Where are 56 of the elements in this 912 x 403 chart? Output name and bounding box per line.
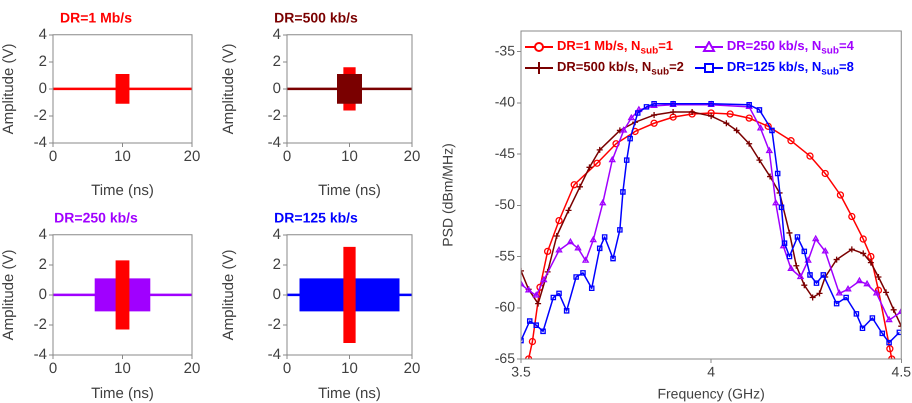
- y-axis-title: PSD (dBm/MHz): [439, 143, 456, 247]
- y-tick-label: 0: [38, 80, 47, 98]
- x-tick-label: 4.5: [892, 363, 912, 380]
- y-tick-label: 4: [38, 226, 47, 243]
- y-axis-title: Amplitude (V): [220, 249, 238, 340]
- y-tick-label: -45: [494, 144, 516, 161]
- x-tick-label: 20: [404, 360, 420, 378]
- legend-label: DR=125 kb/s, N$_{sub}$=8: [726, 58, 854, 78]
- y-tick-label: -35: [494, 42, 516, 58]
- y-tick-label: 0: [272, 80, 281, 98]
- y-tick-label: 4: [38, 26, 47, 43]
- y-tick-label: 4: [272, 226, 281, 243]
- x-tick-label: 10: [341, 360, 358, 378]
- y-tick-label: -60: [494, 298, 516, 315]
- legend-label: DR=1 Mb/s, N$_{sub}$=1: [557, 38, 674, 57]
- y-axis-title: Amplitude (V): [0, 43, 18, 134]
- x-axis-title: Time (ns): [91, 385, 154, 402]
- y-tick-label: -2: [268, 316, 281, 334]
- x-axis-title: Time (ns): [318, 182, 381, 200]
- y-tick-label: 0: [272, 286, 281, 304]
- x-tick-label: 4: [707, 363, 716, 380]
- y-tick-label: -4: [34, 346, 47, 364]
- y-tick-label: 2: [272, 52, 281, 70]
- chart-title: DR=250 kb/s: [54, 209, 138, 226]
- y-tick-label: -2: [268, 107, 281, 124]
- x-tick-label: 10: [341, 148, 358, 166]
- y-tick-label: -2: [34, 107, 47, 124]
- x-tick-label: 10: [114, 360, 131, 378]
- y-tick-label: -4: [268, 346, 281, 364]
- y-tick-label: -65: [494, 350, 516, 366]
- y-tick-label: -4: [268, 134, 281, 152]
- x-axis-title: Frequency (GHz): [657, 385, 765, 402]
- y-tick-label: -40: [494, 94, 516, 110]
- chart-title: DR=125 kb/s: [274, 209, 358, 226]
- x-tick-label: 20: [184, 360, 200, 378]
- x-tick-label: 20: [184, 148, 200, 166]
- y-tick-label: 4: [272, 26, 281, 43]
- y-axis-title: Amplitude (V): [220, 43, 238, 134]
- y-tick-label: -50: [494, 196, 516, 212]
- x-axis-title: Time (ns): [318, 385, 381, 402]
- y-tick-label: 2: [272, 256, 281, 273]
- x-tick-label: 10: [114, 148, 131, 166]
- y-tick-label: 2: [38, 52, 47, 70]
- y-tick-label: -4: [34, 134, 47, 152]
- chart-title: DR=500 kb/s: [274, 9, 358, 26]
- legend-label: DR=500 kb/s, N$_{sub}$=2: [557, 58, 684, 78]
- x-tick-label: 20: [404, 148, 420, 166]
- y-tick-label: -2: [34, 316, 47, 334]
- y-tick-label: 0: [38, 286, 47, 304]
- y-tick-label: -55: [494, 247, 516, 264]
- x-tick-label: 3.5: [511, 363, 531, 380]
- legend-label: DR=250 kb/s, N$_{sub}$=4: [726, 38, 854, 57]
- y-tick-label: 2: [38, 256, 47, 273]
- chart-title: DR=1 Mb/s: [60, 9, 132, 26]
- x-axis-title: Time (ns): [91, 182, 154, 200]
- y-axis-title: Amplitude (V): [0, 249, 18, 340]
